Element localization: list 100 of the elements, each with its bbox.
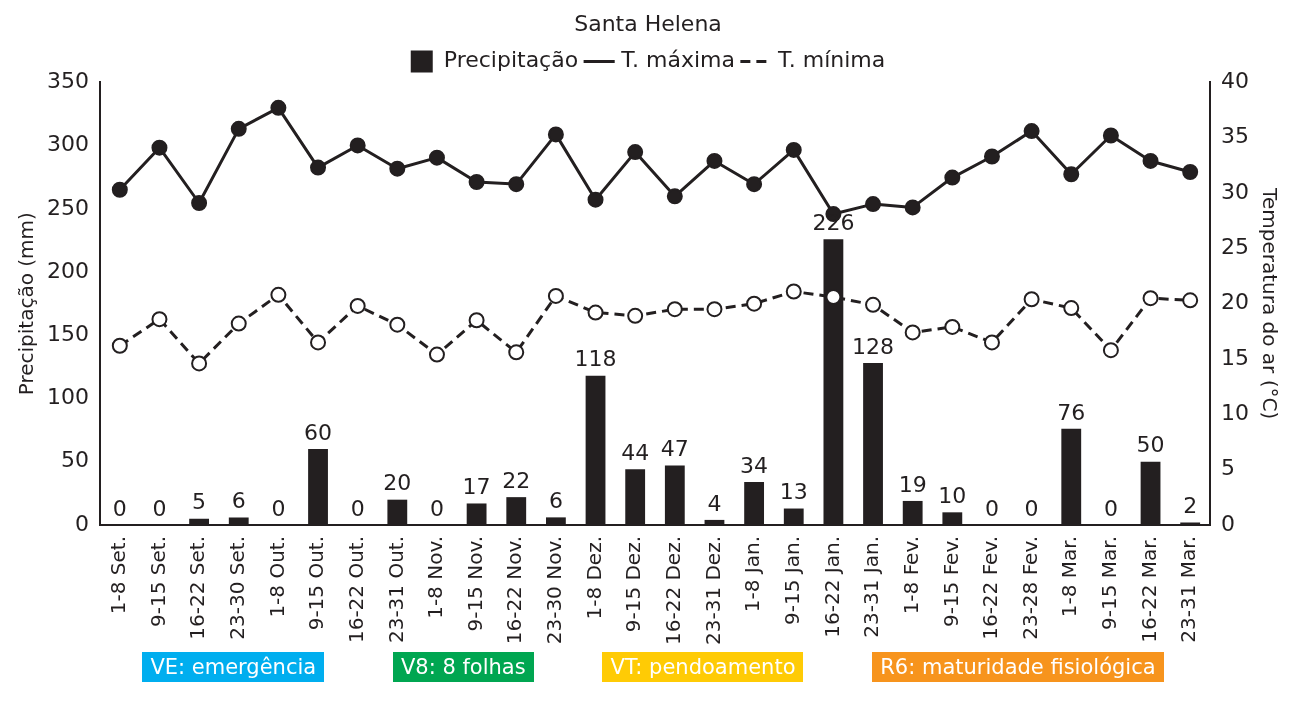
- x-tick-label: 23-31 Out.: [383, 535, 408, 644]
- y-tick-label: 100: [46, 384, 89, 410]
- y2-tick-label: 0: [1221, 510, 1236, 536]
- chart-title: Santa Helena: [574, 10, 722, 36]
- point: [587, 304, 604, 321]
- y2-tick-label: 30: [1221, 178, 1250, 204]
- data-label: 0: [112, 495, 127, 521]
- data-label: 17: [462, 474, 491, 500]
- point: [587, 191, 604, 208]
- y-axis-title: Precipitação (mm): [14, 212, 39, 396]
- point: [1023, 291, 1040, 308]
- x-tick-label: 1-8 Dez.: [581, 535, 606, 620]
- point: [270, 286, 287, 303]
- text: VE: emergência: [142, 652, 325, 682]
- point: [468, 173, 485, 190]
- x-tick-label: 16-22 Set.: [185, 535, 210, 640]
- data-label: 0: [984, 495, 999, 521]
- point: [627, 307, 644, 324]
- data-label: 20: [383, 470, 412, 496]
- point: [389, 160, 406, 177]
- text: VT: pendoamento: [602, 652, 804, 682]
- point: [389, 316, 406, 333]
- point: [1142, 290, 1159, 307]
- point: [785, 283, 802, 300]
- point: [508, 344, 525, 361]
- legend-label: T. máxima: [620, 47, 735, 73]
- point: [1182, 292, 1199, 309]
- y2-tick-label: 5: [1221, 455, 1236, 481]
- point: [746, 295, 763, 312]
- text: V8: 8 folhas: [392, 652, 534, 682]
- point: [111, 337, 128, 354]
- data-label: 44: [621, 440, 650, 466]
- x-tick-label: 9-15 Mar.: [1097, 535, 1122, 630]
- y-tick-label: 150: [46, 321, 89, 347]
- data-label: 128: [852, 333, 895, 359]
- x-tick-label: 23-31 Mar.: [1176, 535, 1201, 643]
- x-tick-label: 23-30 Nov.: [542, 535, 567, 645]
- point: [1102, 127, 1119, 144]
- text: R6: maturidade fisiológica: [872, 652, 1164, 682]
- point: [944, 169, 961, 186]
- point: [983, 334, 1000, 351]
- y2-tick-label: 35: [1221, 123, 1250, 149]
- y-tick-label: 250: [46, 194, 89, 220]
- point: [230, 120, 247, 137]
- legend-label: Precipitação: [443, 47, 579, 73]
- y2-axis-title: Temperatura do ar (°C): [1257, 187, 1282, 420]
- x-tick-label: 23-30 Set.: [224, 535, 249, 640]
- point: [508, 176, 525, 193]
- point: [666, 188, 683, 205]
- point: [547, 287, 564, 304]
- x-tick-label: 16-22 Out.: [343, 535, 368, 644]
- data-label: 6: [231, 488, 246, 514]
- data-label: 10: [938, 483, 967, 509]
- y-tick-label: 200: [46, 257, 89, 283]
- data-label: 0: [350, 495, 365, 521]
- point: [1142, 152, 1159, 169]
- x-tick-label: 23-31 Dez.: [700, 535, 725, 646]
- point: [1182, 164, 1199, 181]
- data-label: 0: [1024, 495, 1039, 521]
- data-label: 0: [429, 495, 444, 521]
- x-tick-label: 9-15 Fev.: [938, 535, 963, 628]
- data-label: 22: [502, 467, 531, 493]
- data-label: 118: [574, 346, 617, 372]
- y2-tick-label: 20: [1221, 289, 1250, 315]
- x-tick-label: 1-8 Jan.: [740, 535, 765, 613]
- data-label: 60: [304, 419, 333, 445]
- x-tick-label: 1-8 Fev.: [898, 535, 923, 615]
- point: [904, 199, 921, 216]
- data-label: 2: [1183, 493, 1198, 519]
- point: [191, 355, 208, 372]
- point: [270, 99, 287, 116]
- data-label: 13: [779, 479, 808, 505]
- data-label: 0: [271, 495, 286, 521]
- x-tick-label: 9-15 Nov.: [462, 535, 487, 632]
- point: [1102, 342, 1119, 359]
- point: [349, 137, 366, 154]
- point: [865, 196, 882, 213]
- point: [706, 301, 723, 318]
- x-tick-label: 1-8 Set.: [106, 535, 131, 615]
- data-label: 5: [192, 489, 207, 515]
- data-label: 50: [1136, 432, 1165, 458]
- point: [547, 126, 564, 143]
- point: [151, 311, 168, 328]
- point: [666, 301, 683, 318]
- point: [706, 152, 723, 169]
- point: [428, 346, 445, 363]
- point: [230, 315, 247, 332]
- x-tick-label: 16-22 Nov.: [502, 535, 527, 645]
- y2-tick-label: 40: [1221, 68, 1250, 94]
- legend-label: T. mínima: [776, 47, 886, 73]
- y2-tick-label: 15: [1221, 344, 1250, 370]
- x-tick-label: 9-15 Dez.: [621, 535, 646, 633]
- point: [944, 318, 961, 335]
- point: [468, 312, 485, 329]
- point: [865, 296, 882, 313]
- x-tick-label: 1-8 Nov.: [423, 535, 448, 619]
- point: [983, 148, 1000, 165]
- x-tick-label: 16-22 Fev.: [978, 535, 1003, 640]
- data-label: 0: [152, 495, 167, 521]
- x-tick-label: 1-8 Mar.: [1057, 535, 1082, 618]
